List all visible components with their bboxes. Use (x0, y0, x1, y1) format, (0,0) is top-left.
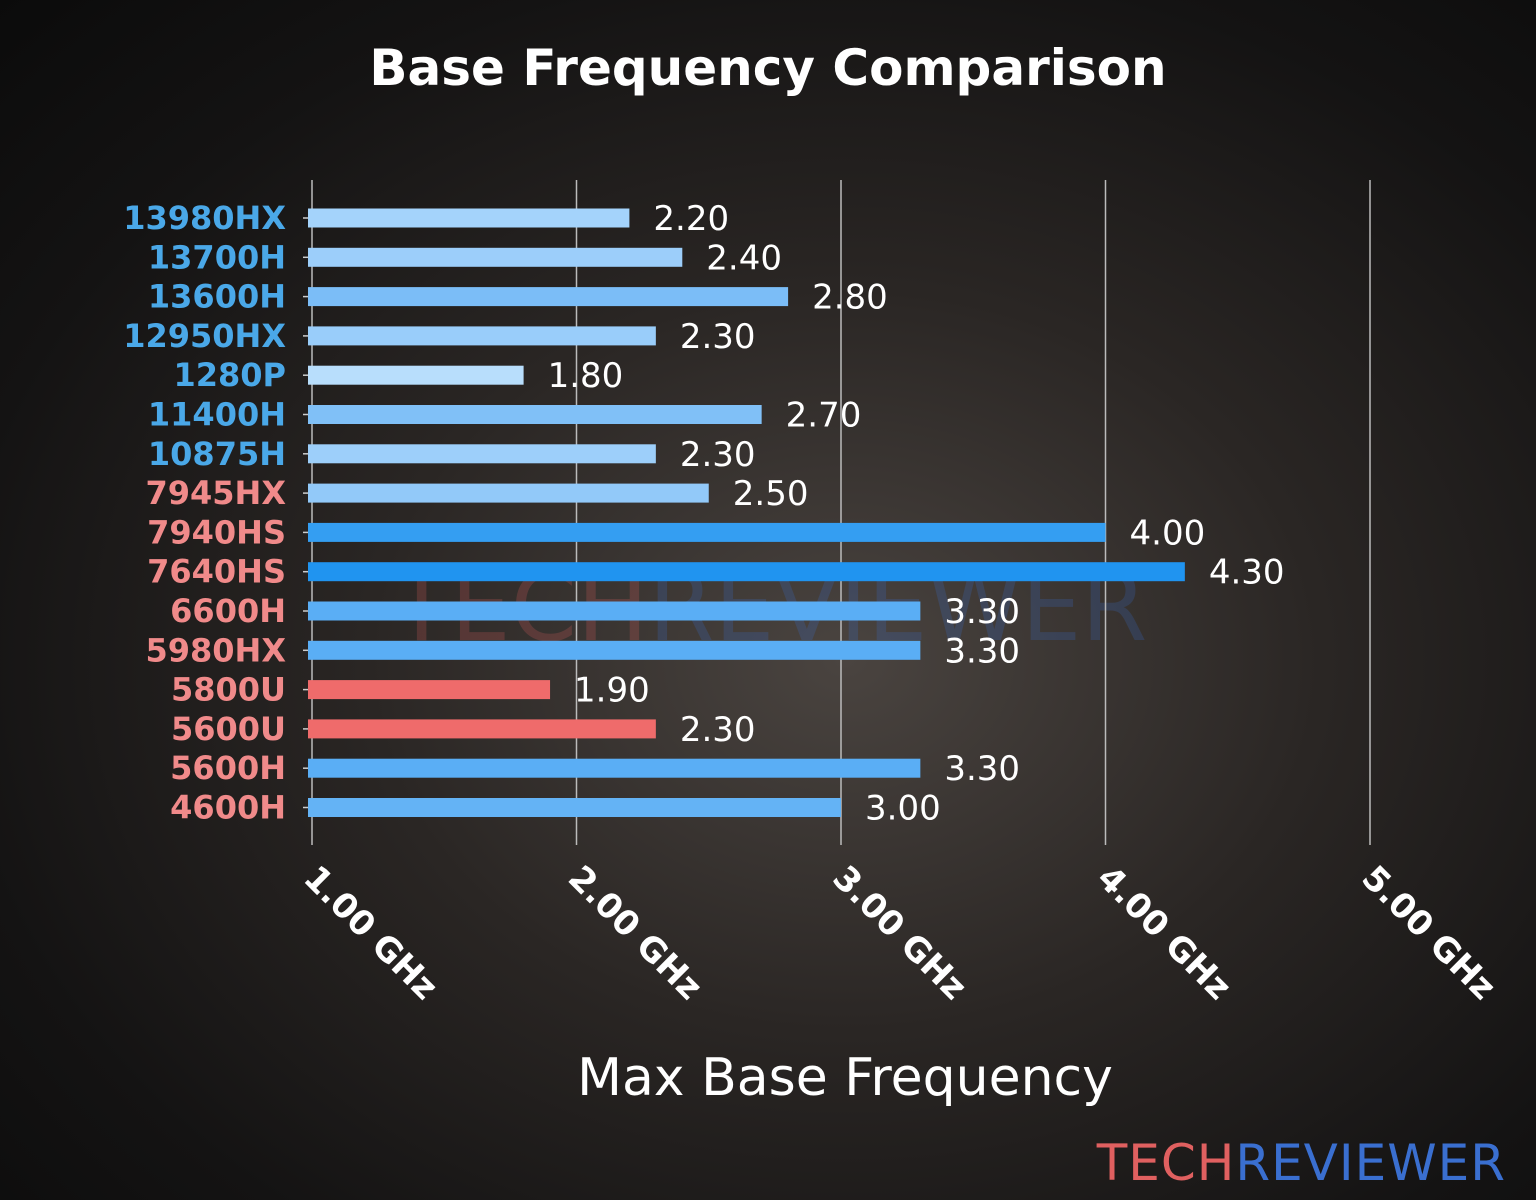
bar (308, 680, 551, 700)
category-label: 5600H (170, 749, 286, 787)
x-tick-label: 3.00 GHz (825, 858, 975, 1008)
bar (308, 405, 762, 424)
data-label: 2.70 (786, 396, 862, 436)
bar (308, 719, 656, 739)
category-label: 5980HX (145, 631, 286, 669)
bar (308, 522, 1106, 542)
category-label: 6600H (170, 592, 286, 630)
category-label: 1280P (173, 356, 286, 394)
data-label: 3.30 (944, 749, 1020, 789)
data-label: 2.30 (680, 710, 756, 750)
bar (308, 483, 709, 503)
category-label: 13700H (148, 238, 286, 276)
brand-part-1: TECH (1096, 1134, 1236, 1192)
category-label: 7940HS (147, 513, 286, 551)
category-label: 13600H (148, 278, 286, 316)
data-label: 3.30 (944, 592, 1020, 632)
x-tick-label: 1.00 GHz (296, 858, 446, 1008)
bar (308, 798, 841, 817)
bar (308, 640, 921, 660)
data-label: 2.30 (680, 317, 756, 357)
brand-part-2: REVIEWER (1235, 1134, 1506, 1192)
data-label: 1.90 (574, 671, 650, 711)
category-label: 4600H (170, 789, 286, 827)
x-tick-label: 5.00 GHz (1354, 858, 1504, 1008)
category-label: 7640HS (147, 553, 286, 591)
data-label: 3.30 (944, 631, 1020, 671)
data-label: 1.80 (548, 356, 624, 396)
data-label: 2.40 (706, 238, 782, 278)
x-tick-label: 4.00 GHz (1089, 858, 1239, 1008)
category-label: 13980HX (123, 199, 286, 237)
data-label: 2.20 (653, 199, 729, 239)
category-label: 10875H (148, 435, 286, 473)
data-label: 4.30 (1209, 553, 1285, 593)
x-axis-label: Max Base Frequency (577, 1048, 1113, 1108)
bar (308, 758, 921, 778)
x-tick-label: 2.00 GHz (560, 858, 710, 1008)
bar (308, 365, 524, 385)
category-label: 5600U (171, 710, 286, 748)
category-label: 5800U (171, 671, 286, 709)
data-label: 4.00 (1130, 513, 1206, 553)
data-label: 2.30 (680, 435, 756, 475)
bar (308, 444, 656, 464)
bar (308, 326, 656, 346)
category-label: 12950HX (123, 317, 286, 355)
category-label: 11400H (148, 396, 286, 434)
category-label: 7945HX (145, 474, 286, 512)
bar (308, 601, 921, 621)
data-label: 2.50 (733, 474, 809, 514)
data-label: 2.80 (812, 278, 888, 318)
bar (308, 287, 789, 307)
data-label: 3.00 (865, 789, 941, 829)
bar (308, 562, 1185, 582)
bar (308, 208, 630, 228)
brand-logo: TECHREVIEWER (1097, 1134, 1506, 1192)
bar (308, 247, 683, 267)
chart-title: Base Frequency Comparison (369, 39, 1166, 97)
